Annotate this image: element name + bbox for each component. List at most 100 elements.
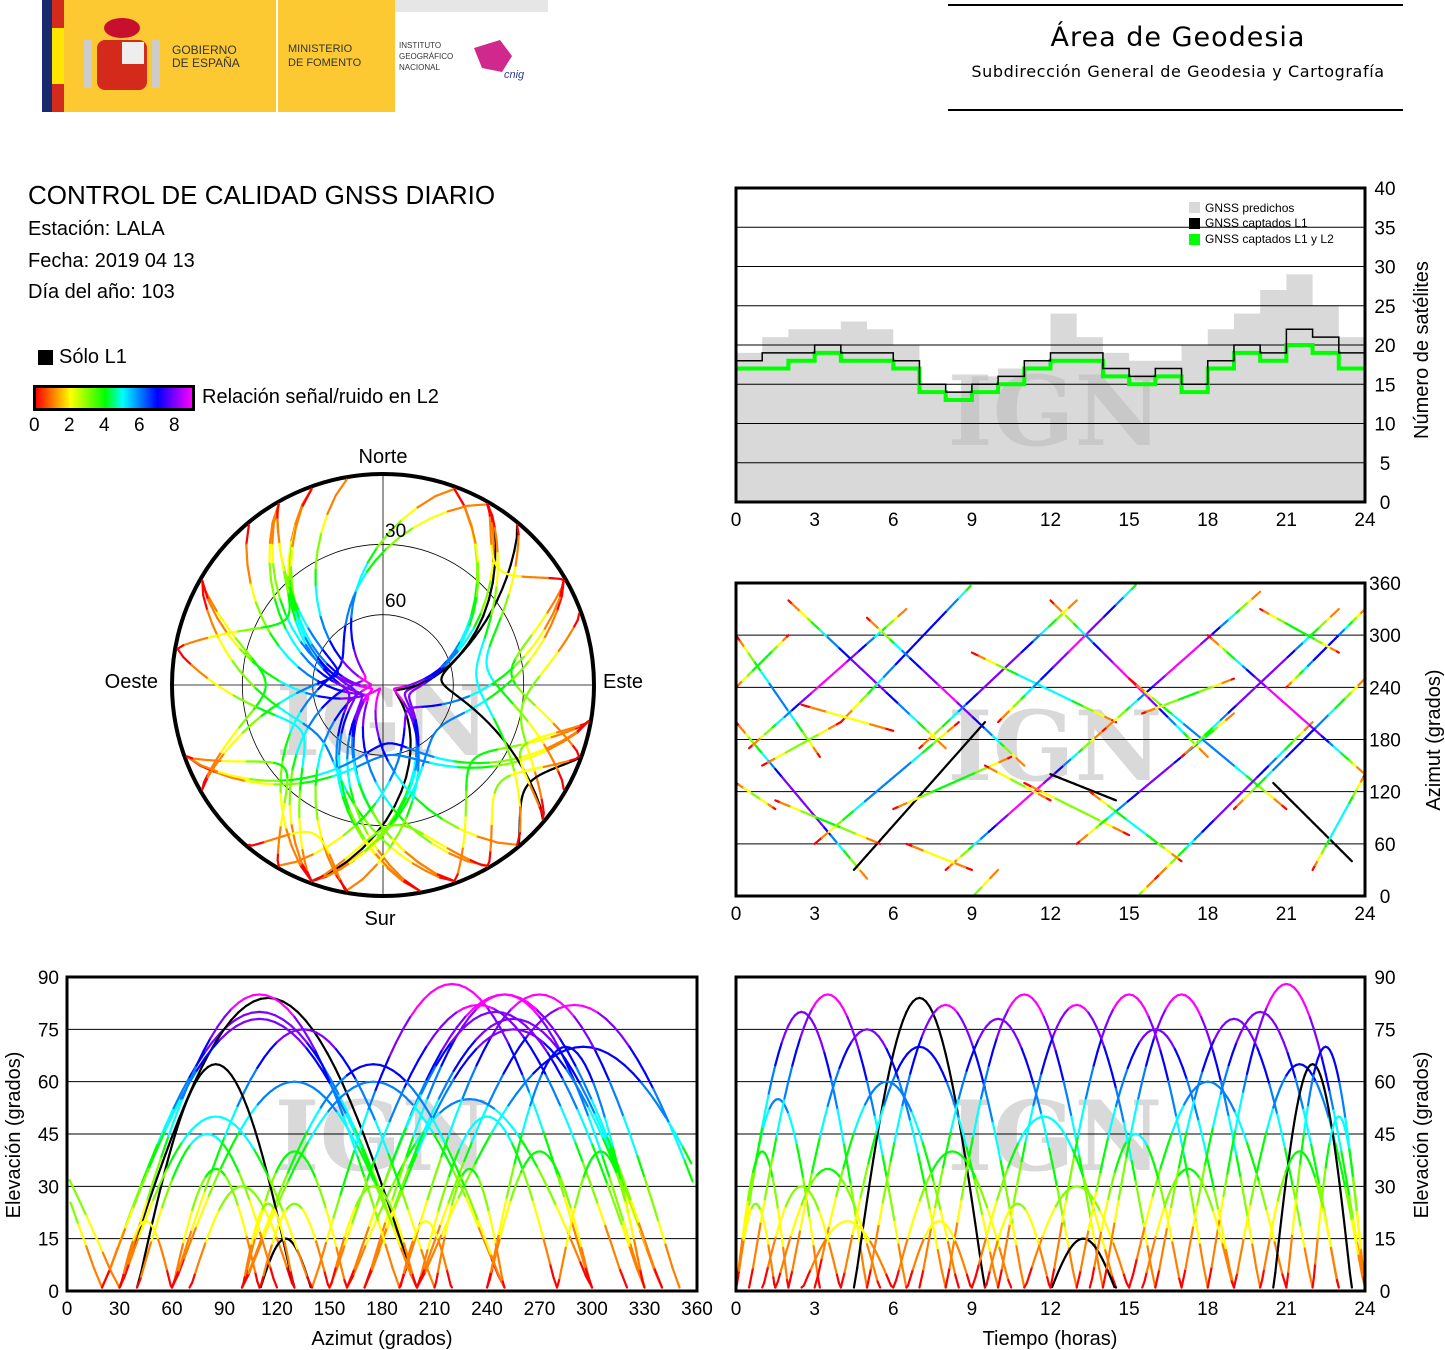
elev-time-track-segment [892,1040,898,1056]
elev-az-track-segment [501,1216,507,1229]
elev-az-track-segment [447,1166,454,1179]
elev-az-track-segment [185,1128,193,1137]
elev-az-track-segment [330,1226,335,1239]
elev-az-track-segment [195,1209,204,1228]
elev-az-track-segment [588,1180,599,1204]
skyplot-track-segment [494,622,500,632]
skyplot-track-segment [354,575,363,592]
elev-az-track-segment [193,1265,199,1276]
elev-az-track-segment [207,1180,216,1198]
skyplot-track-segment [467,612,475,629]
elevation-azimuth-x-tick-label: 150 [314,1299,346,1320]
elev-az-track-segment [366,1090,377,1112]
elev-time-track-segment [991,1121,998,1143]
elev-az-track-segment [604,1017,615,1028]
skyplot-track-segment [475,579,480,599]
elev-az-track-segment [494,1072,505,1090]
skyplot-track-segment [298,817,302,830]
skyplot-track-segment [345,664,354,673]
ign-line2: GEOGRÁFICO [399,52,453,61]
elev-az-track-segment [579,1082,589,1100]
elev-az-track-segment [606,1183,616,1206]
skyplot-track-segment [405,800,414,819]
elev-az-track-segment [608,1176,618,1201]
skyplot-track-segment [284,826,293,848]
elev-time-track-segment [867,1090,874,1099]
skyplot-track-segment [273,596,281,615]
elev-az-track-segment [517,1131,524,1149]
azimuth-time-y-tick-label: 240 [1369,678,1401,699]
skyplot-track-segment [259,782,276,786]
skyplot-track-segment [487,721,497,732]
elev-az-track-segment [194,1074,202,1083]
elev-az-track-segment [437,1107,447,1115]
skyplot-track-segment [221,631,231,636]
skyplot-track-segment [287,691,299,699]
elev-az-track-segment [569,1216,574,1229]
elev-az-track-segment [269,1221,275,1231]
skyplot-track-segment [356,708,362,719]
skyplot-track-segment [346,733,351,747]
elev-az-track-segment [415,1136,426,1156]
skyplot-track-segment [353,768,360,784]
skyplot-track-segment [374,703,378,713]
elev-az-track-segment [257,1142,265,1159]
elev-az-track-segment [629,1134,639,1158]
elevation-azimuth-x-tick-label: 300 [576,1299,608,1320]
elev-az-track-segment [415,1267,426,1289]
skyplot-track-segment [399,801,408,814]
elev-time-track-segment [783,1080,790,1100]
elev-az-track-segment [541,1064,548,1075]
elev-az-track-segment [683,1160,694,1183]
elev-az-track-segment [384,1205,395,1229]
elev-az-track-segment [487,1210,492,1221]
elev-az-track-segment [242,1011,253,1017]
skyplot-track-segment [307,660,318,671]
elev-az-track-segment [345,1108,356,1129]
satellite-count-y-tick-label: 40 [1374,179,1395,200]
elev-az-track-segment [163,1136,173,1160]
elev-az-track-segment [541,1129,552,1153]
elev-time-track-segment [938,1064,945,1075]
elev-az-track-segment [573,1140,584,1163]
skyplot-track-segment [269,632,281,648]
skyplot-track-segment [400,506,419,522]
elev-az-track-segment [509,1014,520,1021]
elev-az-track-segment [360,1147,371,1169]
elev-az-track-segment [467,1038,478,1050]
elev-az-track-segment [252,997,262,1003]
skyplot-track-segment [224,648,234,663]
skyplot-track-segment [452,639,462,653]
skyplot-track-segment [265,671,281,683]
skyplot-track-segment [448,698,460,704]
elev-az-track-segment [256,1056,265,1069]
elev-az-track-segment [450,1032,460,1044]
elev-az-track-segment [608,1080,618,1100]
elev-time-track-segment [915,1199,921,1211]
elev-az-track-segment [601,1064,611,1083]
skyplot-track-segment [306,715,317,729]
elev-az-track-segment [378,1063,388,1069]
elev-az-track-segment [405,1134,415,1158]
elev-az-track-segment [171,1092,182,1111]
skyplot-track-segment [476,835,499,844]
skyplot-track-segment [346,770,352,788]
elev-az-track-segment [601,1129,612,1150]
skyplot-track-segment [410,683,420,689]
elev-time-track-segment [901,1087,908,1107]
elev-time-track-segment [909,1058,916,1075]
elev-az-track-segment [140,1199,151,1224]
elev-az-track-segment [319,1191,325,1202]
elev-time-track-segment [980,1191,986,1202]
elev-az-track-segment [388,1177,398,1192]
elev-az-track-segment [310,1265,321,1289]
elev-time-track-segment [748,1183,754,1206]
skyplot-track-segment [321,775,335,781]
elev-az-track-segment [499,1104,510,1120]
elev-az-track-segment [393,1189,403,1212]
elev-az-track-segment [460,1047,470,1061]
elev-az-track-segment [391,1266,401,1289]
elev-time-track-segment [810,1230,815,1248]
skyplot-track-segment [522,643,536,659]
elev-time-track-segment [960,1017,967,1028]
